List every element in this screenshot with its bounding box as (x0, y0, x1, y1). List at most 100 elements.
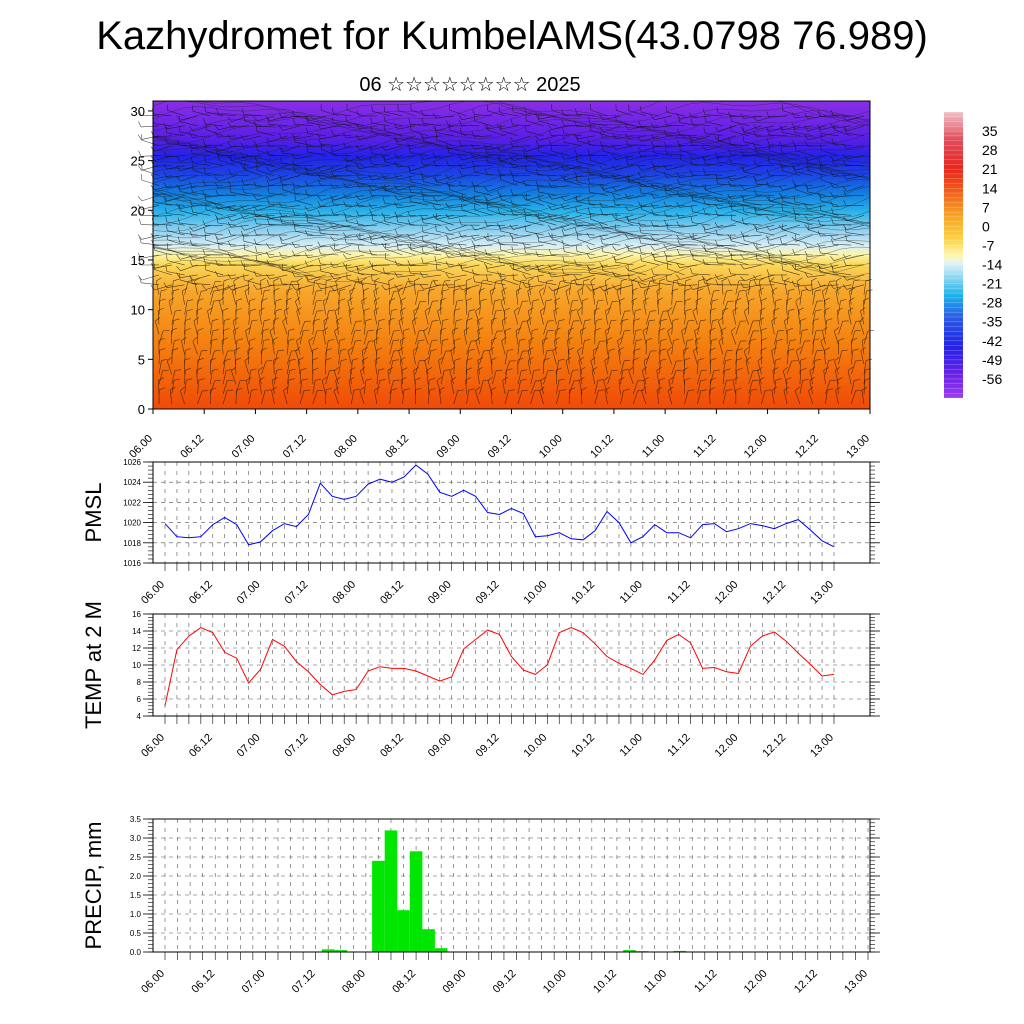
wind-barb-flag (172, 348, 179, 351)
x-tick-label: 07.00 (235, 579, 263, 607)
wind-barb-flag (740, 126, 745, 132)
wind-barb-flag (185, 348, 191, 351)
wind-barb-flag (842, 153, 847, 160)
wind-barb (743, 115, 762, 119)
wind-barb (296, 340, 301, 355)
wind-barb (359, 390, 365, 405)
wind-barb (269, 203, 288, 206)
wind-barb-flag (577, 346, 583, 352)
wind-barb (334, 145, 352, 152)
contour-line (152, 217, 871, 243)
wind-barb-flag (652, 146, 655, 153)
wind-barb (154, 155, 172, 161)
wind-barb-flag (215, 259, 219, 266)
wind-barb (512, 251, 531, 256)
wind-barb (474, 155, 493, 160)
wind-barb (286, 370, 290, 385)
wind-barb-flag (656, 386, 663, 391)
wind-barb-flag (732, 307, 738, 312)
wind-barb-flag (279, 178, 283, 185)
wind-barb (658, 280, 660, 295)
wind-barb-flag (215, 131, 219, 138)
wind-barb-flag (742, 135, 745, 142)
wind-barb (833, 163, 852, 166)
wind-barb (771, 290, 775, 305)
wind-barb-flag (824, 297, 830, 301)
wind-barb-flag (649, 280, 656, 282)
colorbar-label: 14 (982, 180, 998, 196)
wind-barb-flag (138, 218, 142, 225)
wind-barb-flag (251, 388, 258, 391)
wind-barb (230, 224, 249, 228)
wind-barb (248, 340, 250, 355)
wind-barb-flag (520, 279, 527, 282)
wind-barb-flag (584, 339, 591, 341)
wind-barb-flag (660, 338, 667, 341)
wind-barb (757, 360, 762, 375)
wind-barb-flag (521, 389, 529, 391)
wind-barb-flag (519, 338, 526, 341)
wind-barb-flag (419, 272, 424, 278)
wind-barb (360, 370, 365, 385)
wind-barb (389, 390, 392, 405)
wind-barb-flag (818, 127, 821, 134)
wind-barb-flag (435, 224, 437, 232)
wind-barb-flag (827, 388, 834, 391)
wind-barb (525, 155, 544, 157)
wind-barb (487, 129, 506, 137)
wind-barb-flag (445, 272, 450, 279)
wind-barb (705, 121, 724, 127)
wind-barb-flag (509, 233, 514, 239)
wind-barb-flag (330, 273, 334, 279)
wind-barb-flag (638, 180, 642, 187)
wind-barb-flag (212, 368, 219, 371)
wind-barb (799, 380, 803, 395)
wind-barb-flag (577, 307, 583, 312)
wind-barb-flag (439, 387, 445, 391)
wind-barb (564, 195, 583, 202)
pmsl-ylabel: PMSL (81, 483, 106, 543)
wind-barb (784, 280, 788, 295)
wind-barb-flag (414, 377, 421, 381)
wind-barb-flag (289, 368, 296, 371)
wind-barb-flag (507, 349, 514, 351)
wind-barb-flag (624, 266, 630, 272)
wind-barb-flag (560, 204, 565, 210)
y-tick-label: 5 (138, 352, 145, 367)
wind-barb-flag (484, 249, 488, 256)
wind-barb (720, 330, 724, 345)
wind-barb (618, 350, 621, 365)
wind-barb (210, 291, 214, 305)
wind-barb (448, 205, 467, 209)
wind-barb-flag (176, 156, 181, 162)
wind-barb (464, 290, 467, 305)
wind-barb-flag (854, 379, 861, 381)
x-tick-label: 07.12 (283, 732, 311, 760)
wind-barb-flag (863, 297, 869, 301)
wind-barb-flag (304, 246, 309, 252)
wind-barb-flag (292, 118, 296, 125)
wind-barb-flag (729, 157, 732, 164)
wind-barb-flag (293, 166, 296, 173)
wind-barb-flag (432, 196, 438, 202)
wind-barb (722, 370, 725, 385)
wind-barb-flag (408, 146, 411, 153)
wind-barb (140, 115, 160, 117)
wind-barb-flag (624, 124, 629, 130)
wind-barb-flag (815, 289, 822, 292)
wind-barb-flag (522, 273, 527, 279)
wind-barb (530, 370, 535, 385)
wind-barb (436, 269, 454, 276)
wind-barb (530, 300, 534, 315)
wind-barb-flag (714, 274, 719, 280)
wind-barb (743, 254, 762, 260)
wind-barb (359, 145, 377, 151)
wind-barb-flag (817, 230, 821, 237)
y-tick-label: 10 (131, 303, 145, 318)
wind-barb-flag (559, 389, 566, 391)
wind-barb-flag (432, 152, 437, 159)
wind-barb (616, 185, 634, 192)
wind-barb-flag (255, 254, 258, 261)
x-tick-label: 12.12 (760, 732, 788, 760)
wind-barb (153, 113, 172, 117)
